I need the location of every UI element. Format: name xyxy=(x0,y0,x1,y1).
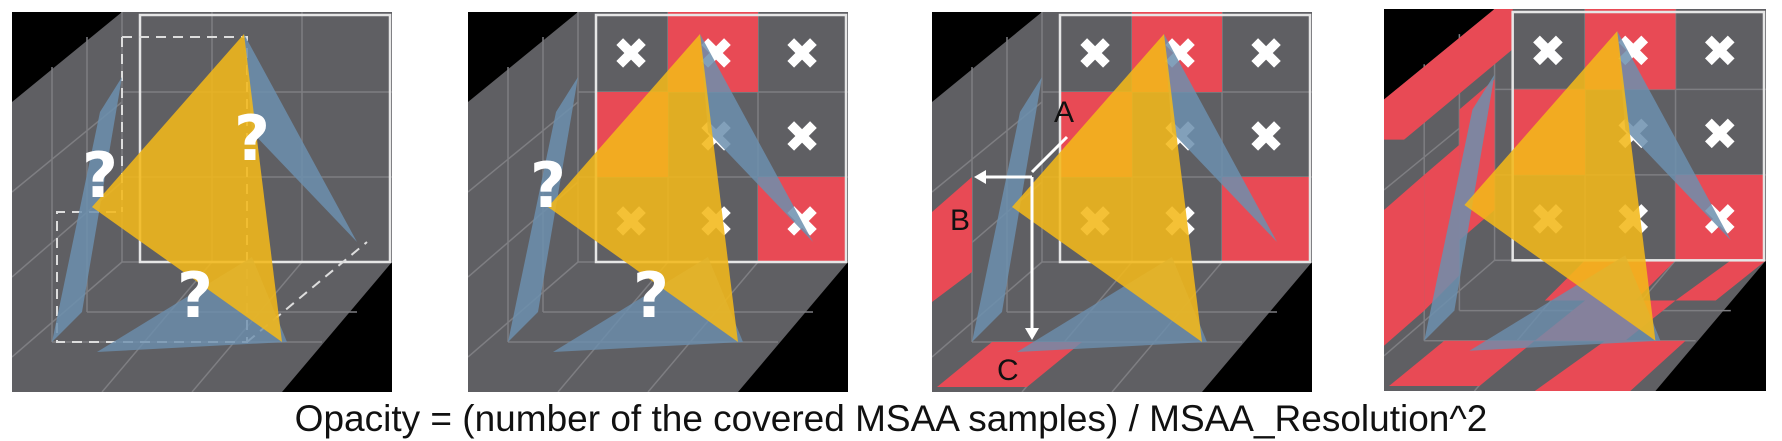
panel-3-diagram: ✖ ✖ ✖ ✖ ✖ ✖ ✖ A B C xyxy=(932,12,1312,392)
panel-4: ✖ ✖ ✖ ✖ ✖ ✖ ✖ ✖ xyxy=(1384,9,1766,391)
blue-plane-left xyxy=(508,77,578,342)
projection-arrows xyxy=(974,135,1069,340)
cross-icon: ✖ xyxy=(1248,112,1285,163)
question-mark-2: ? xyxy=(633,259,669,332)
panel-3: ✖ ✖ ✖ ✖ ✖ ✖ ✖ A B C xyxy=(932,12,1312,392)
panel-2-diagram: ✖ ✖ ✖ ✖ ✖ ✖ ✖ ✖ ? ? xyxy=(468,12,848,392)
arrow-b-head xyxy=(974,170,986,184)
cross-icon: ✖ xyxy=(784,29,821,80)
cross-icon: ✖ xyxy=(613,29,650,80)
caption: Opacity = (number of the covered MSAA sa… xyxy=(294,398,1488,439)
cross-icon: ✖ xyxy=(1701,110,1738,161)
panel-4-diagram: ✖ ✖ ✖ ✖ ✖ ✖ ✖ ✖ xyxy=(1384,9,1766,391)
yellow-triangle xyxy=(1464,31,1656,341)
blue-plane-left xyxy=(1424,74,1495,341)
panel-1-diagram: ? ? ? xyxy=(12,12,392,392)
blue-plane-left xyxy=(972,77,1042,342)
blue-plane-left xyxy=(52,77,122,342)
cross-icon: ✖ xyxy=(1701,26,1738,77)
covered-left-cell xyxy=(932,177,972,302)
label-c: C xyxy=(997,354,1019,387)
blue-plane-right xyxy=(1164,34,1277,242)
label-a: A xyxy=(1054,96,1074,129)
cross-icon: ✖ xyxy=(1248,29,1285,80)
cross-icon: ✖ xyxy=(1529,26,1566,77)
arrow-a xyxy=(1030,135,1069,174)
panel-1: ? ? ? xyxy=(12,12,392,392)
covered-bottom-cell xyxy=(937,342,1082,387)
yellow-triangle xyxy=(548,34,738,342)
cross-icon: ✖ xyxy=(784,112,821,163)
yellow-triangle xyxy=(92,34,282,342)
blue-plane-right xyxy=(1617,31,1731,241)
blue-plane-right xyxy=(700,34,813,242)
question-mark-1: ? xyxy=(82,139,118,212)
panel-2: ✖ ✖ ✖ ✖ ✖ ✖ ✖ ✖ ? ? xyxy=(468,12,848,392)
arrow-c-head xyxy=(1025,328,1039,340)
question-mark-3: ? xyxy=(177,259,213,332)
question-mark-2: ? xyxy=(234,102,270,175)
yellow-triangle xyxy=(1012,34,1202,342)
question-mark-1: ? xyxy=(530,149,566,222)
blue-plane-right xyxy=(244,34,357,242)
cross-icon: ✖ xyxy=(1077,29,1114,80)
label-b: B xyxy=(950,204,970,237)
